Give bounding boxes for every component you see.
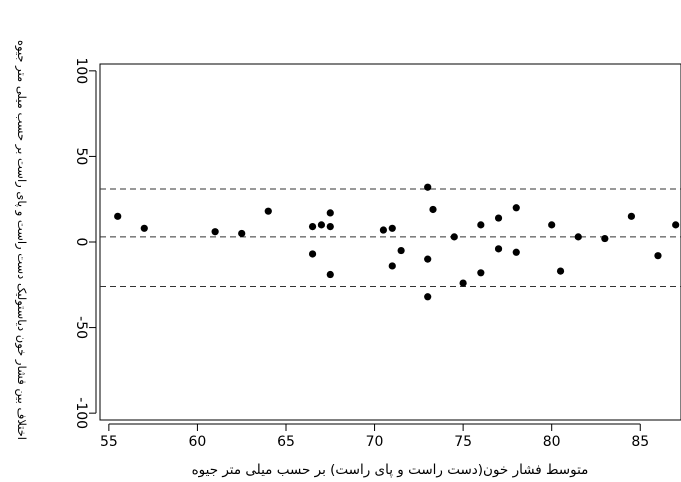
data-point-25 xyxy=(512,204,520,212)
data-point-15 xyxy=(424,183,432,191)
data-point-14 xyxy=(397,246,405,255)
data-point-29 xyxy=(574,233,582,241)
data-point-12 xyxy=(388,224,396,232)
y-tick-label-0: -100 xyxy=(73,397,89,429)
data-point-2 xyxy=(211,228,219,236)
x-tick-label-1: 60 xyxy=(189,434,207,450)
data-point-9 xyxy=(326,222,334,231)
data-point-33 xyxy=(672,221,680,229)
data-point-4 xyxy=(264,207,272,215)
plot-frame xyxy=(99,63,681,421)
data-point-22 xyxy=(477,269,485,277)
x-tick-label-5: 80 xyxy=(543,434,561,450)
data-point-3 xyxy=(238,229,246,238)
data-point-13 xyxy=(388,262,396,270)
data-point-19 xyxy=(450,233,458,241)
data-point-0 xyxy=(114,212,122,220)
data-point-32 xyxy=(654,252,662,260)
data-point-5 xyxy=(308,222,317,231)
data-point-28 xyxy=(556,267,565,275)
data-points xyxy=(114,183,680,301)
x-tick-label-4: 75 xyxy=(454,434,472,450)
data-point-18 xyxy=(424,293,432,301)
data-point-20 xyxy=(459,279,467,287)
x-axis-label: متوسط فشار خون(دست راست و پای راست) بر ح… xyxy=(192,462,589,478)
reference-lines xyxy=(100,188,681,287)
x-tick-label-6: 85 xyxy=(631,434,649,450)
y-tick-label-3: 50 xyxy=(73,148,89,166)
data-point-26 xyxy=(512,248,520,256)
x-tick-label-3: 70 xyxy=(366,434,384,450)
data-point-6 xyxy=(308,250,317,258)
data-point-24 xyxy=(494,245,503,253)
data-point-23 xyxy=(494,214,503,222)
data-point-21 xyxy=(477,221,485,229)
x-tick-label-2: 65 xyxy=(277,434,295,450)
x-tick-label-0: 55 xyxy=(100,434,118,450)
data-point-1 xyxy=(140,224,148,232)
data-point-27 xyxy=(548,221,556,229)
data-point-10 xyxy=(326,270,334,279)
y-tick-label-1: -50 xyxy=(73,316,89,339)
x-axis: 55 60 65 70 75 80 85 xyxy=(100,423,649,450)
y-tick-label-2: 0 xyxy=(73,238,89,247)
data-point-7 xyxy=(317,221,326,229)
data-point-11 xyxy=(379,226,388,234)
data-point-30 xyxy=(601,234,609,243)
plot-area xyxy=(99,63,681,421)
data-point-16 xyxy=(429,205,437,214)
y-tick-label-4: 100 xyxy=(73,57,89,84)
data-point-17 xyxy=(424,255,432,263)
data-point-31 xyxy=(627,212,636,220)
y-axis: -100 -50 0 50 100 xyxy=(73,57,97,429)
y-axis-label: اختلاف بین فشار خون دیاستولیک دست راست و… xyxy=(14,40,29,440)
data-point-8 xyxy=(326,209,334,217)
